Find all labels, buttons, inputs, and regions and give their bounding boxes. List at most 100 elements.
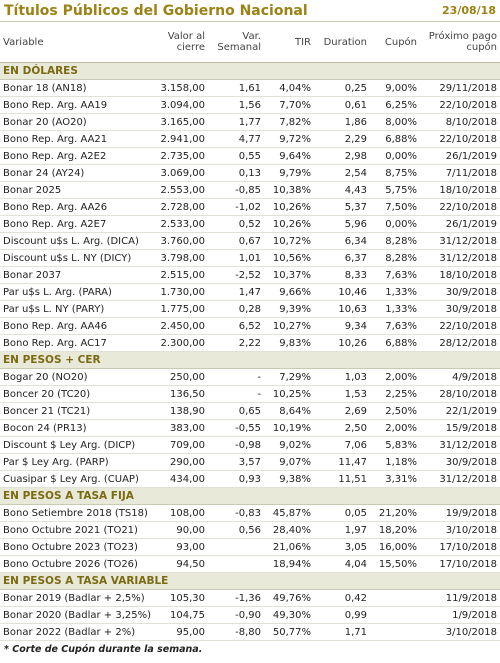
bond-name: Bono Rep. Arg. AA19 [0, 96, 152, 114]
cell: 15/9/2018 [420, 419, 500, 437]
cell: 383,00 [152, 419, 208, 437]
cell: 9,39% [264, 300, 314, 318]
data-row: Bonar 18 (AN18) 3.158,00 1,61 4,04% 0,25 9,00… [0, 79, 500, 97]
cell: 16,00% [370, 538, 420, 556]
cell: 30/9/2018 [420, 283, 500, 301]
cell: 1/9/2018 [420, 606, 500, 624]
data-row: Bono Rep. Arg. AA21 2.941,00 4,77 9,72% 2,29… [0, 130, 500, 148]
cell: 28/10/2018 [420, 385, 500, 403]
cell: 2,22 [208, 334, 264, 352]
cell: 5,83% [370, 436, 420, 454]
cell: 22/10/2018 [420, 198, 500, 216]
cell: 3.760,00 [152, 232, 208, 250]
cell: 7,63% [370, 317, 420, 335]
data-row: Par u$s L. NY (PARY) 1.775,00 0,28 9,39% 10,… [0, 300, 500, 318]
cell: 1.775,00 [152, 300, 208, 318]
cell: 3,31% [370, 470, 420, 488]
data-row: Discount $ Ley Arg. (DICP) 709,00 -0,98 9,0… [0, 436, 500, 454]
cell: 1,01 [208, 249, 264, 267]
section-row: EN PESOS A TASA FIJA [0, 487, 500, 505]
cell: 1,71 [314, 623, 370, 641]
data-row: Bono Rep. Arg. A2E7 2.533,00 0,52 10,26% 5,9… [0, 215, 500, 233]
cell: 8,28% [370, 249, 420, 267]
cell: 1,33% [370, 300, 420, 318]
bond-name: Par u$s L. Arg. (PARA) [0, 283, 152, 301]
bond-name: Discount u$s L. Arg. (DICA) [0, 232, 152, 250]
cell: 2,25% [370, 385, 420, 403]
cell: 9,02% [264, 436, 314, 454]
cell: 10,38% [264, 181, 314, 199]
cell: 10,19% [264, 419, 314, 437]
cell: 4,77 [208, 130, 264, 148]
cell: 10,25% [264, 385, 314, 403]
cell: 5,75% [370, 181, 420, 199]
cell: 2.735,00 [152, 147, 208, 165]
cell: 2,69 [314, 402, 370, 420]
cell: 2.533,00 [152, 215, 208, 233]
cell: 1.730,00 [152, 283, 208, 301]
data-row: Par u$s L. Arg. (PARA) 1.730,00 1,47 9,66% 1… [0, 283, 500, 301]
cell: 7/11/2018 [420, 164, 500, 182]
column-header: TIR [264, 22, 314, 63]
cell: 28/12/2018 [420, 334, 500, 352]
cell: 3.158,00 [152, 79, 208, 97]
cell: 2.553,00 [152, 181, 208, 199]
cell: 10,56% [264, 249, 314, 267]
cell: 21,20% [370, 504, 420, 522]
cell: 0,61 [314, 96, 370, 114]
cell: 26/1/2019 [420, 215, 500, 233]
cell: 18/10/2018 [420, 181, 500, 199]
section-row: EN PESOS A TASA VARIABLE [0, 572, 500, 590]
cell: 3/10/2018 [420, 623, 500, 641]
bond-name: Par $ Ley Arg. (PARP) [0, 453, 152, 471]
bond-name: Bono Octubre 2026 (TO26) [0, 555, 152, 573]
cell: 105,30 [152, 589, 208, 607]
data-row: Bono Octubre 2023 (TO23) 93,00 21,06% 3,05 1… [0, 538, 500, 556]
cell: 104,75 [152, 606, 208, 624]
cell: 4/9/2018 [420, 368, 500, 386]
section-title: EN PESOS A TASA FIJA [0, 487, 500, 505]
cell: 11,51 [314, 470, 370, 488]
cell: 3.069,00 [152, 164, 208, 182]
bond-name: Bono Setiembre 2018 (TS18) [0, 504, 152, 522]
bond-name: Bogar 20 (NO20) [0, 368, 152, 386]
column-header: Cupón [370, 22, 420, 63]
cell: 95,00 [152, 623, 208, 641]
cell: 2,54 [314, 164, 370, 182]
cell: -0,90 [208, 606, 264, 624]
cell: -0,55 [208, 419, 264, 437]
cell: 17/10/2018 [420, 555, 500, 573]
cell: -8,80 [208, 623, 264, 641]
data-row: Boncer 20 (TC20) 136,50-10,25% 1,53 2,25% 28… [0, 385, 500, 403]
data-row: Bono Setiembre 2018 (TS18) 108,00 -0,83 45,… [0, 504, 500, 522]
cell: 2.300,00 [152, 334, 208, 352]
cell: 10,72% [264, 232, 314, 250]
bond-name: Bono Rep. Arg. AA21 [0, 130, 152, 148]
cell: 0,67 [208, 232, 264, 250]
cell: 90,00 [152, 521, 208, 539]
cell: 10,26% [264, 198, 314, 216]
bond-name: Bonar 2025 [0, 181, 152, 199]
data-row: Bonar 2020 (Badlar + 3,25%) 104,75 -0,90 49… [0, 606, 500, 624]
cell: 45,87% [264, 504, 314, 522]
cell: 94,50 [152, 555, 208, 573]
cell: 2.450,00 [152, 317, 208, 335]
cell: 6,25% [370, 96, 420, 114]
cell: 10,27% [264, 317, 314, 335]
cell: 2,00% [370, 368, 420, 386]
section-row: EN PESOS + CER [0, 351, 500, 369]
cell: -1,36 [208, 589, 264, 607]
cell: 50,77% [264, 623, 314, 641]
cell: 10,26 [314, 334, 370, 352]
cell: 7,82% [264, 113, 314, 131]
column-header: Variable [0, 22, 152, 63]
cell: 30/9/2018 [420, 300, 500, 318]
section-title: EN PESOS + CER [0, 351, 500, 369]
cell: 2,50 [314, 419, 370, 437]
cell: 709,00 [152, 436, 208, 454]
cell: 49,30% [264, 606, 314, 624]
header: Títulos Públicos del Gobierno Nacional 2… [0, 0, 500, 22]
title: Títulos Públicos del Gobierno Nacional [4, 2, 308, 19]
cell: 5,37 [314, 198, 370, 216]
cell: 26/1/2019 [420, 147, 500, 165]
